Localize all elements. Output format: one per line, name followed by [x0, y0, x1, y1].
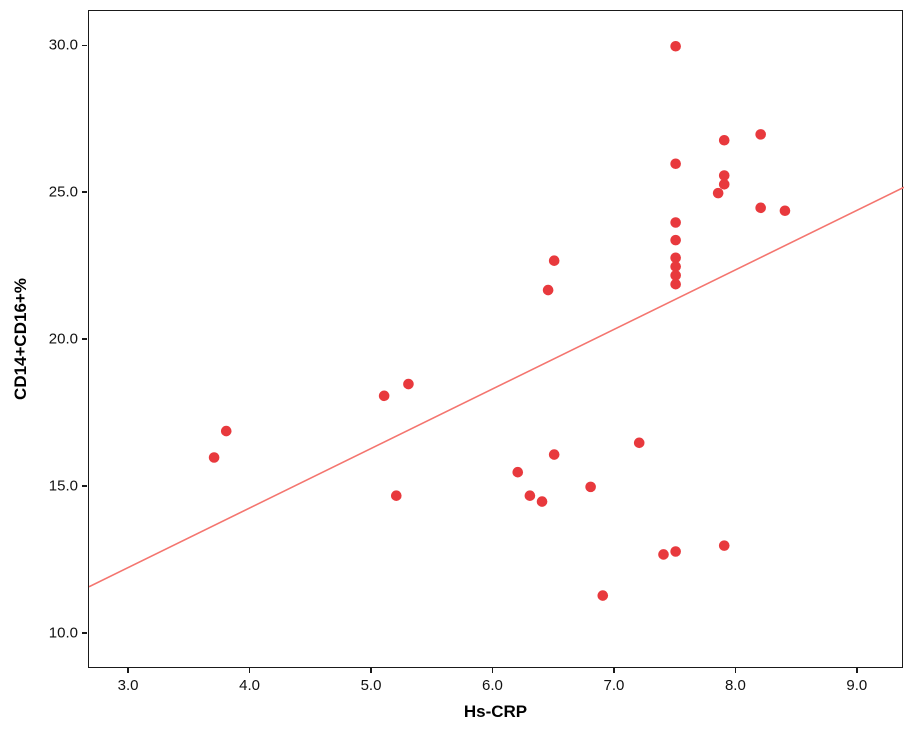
data-point [390, 490, 402, 501]
data-point [670, 40, 681, 52]
data-point [378, 390, 390, 402]
y-tick-mark [82, 191, 87, 193]
x-tick-label: 5.0 [360, 677, 382, 694]
x-axis-title: Hs-CRP [463, 702, 528, 721]
data-point [670, 217, 681, 228]
y-tick-mark [82, 338, 87, 340]
data-point [208, 452, 220, 463]
data-point [670, 234, 681, 246]
x-tick-mark [370, 668, 372, 673]
data-point [585, 481, 596, 493]
x-tick-mark [491, 668, 494, 673]
data-point [670, 261, 681, 272]
data-point [718, 170, 730, 181]
x-tick-label: 4.0 [239, 677, 260, 694]
y-tick-mark [82, 632, 87, 634]
fit-line [89, 186, 904, 588]
y-tick-mark [82, 44, 87, 46]
data-point [755, 129, 766, 140]
x-tick-label: 9.0 [846, 677, 868, 694]
data-point [670, 546, 681, 557]
x-tick-mark [248, 668, 251, 673]
y-tick-label: 10.0 [48, 624, 78, 642]
data-point [403, 378, 414, 390]
y-tick-mark [82, 485, 87, 487]
plot-svg [89, 40, 904, 601]
data-point [548, 255, 560, 266]
x-tick-mark [734, 668, 737, 673]
x-tick-mark [613, 668, 615, 673]
x-tick-mark [856, 668, 858, 673]
data-point [220, 425, 232, 437]
y-tick-label: 15.0 [48, 477, 78, 495]
data-point [548, 449, 560, 460]
data-point [718, 540, 730, 551]
data-point [755, 202, 766, 214]
data-point [633, 437, 645, 449]
x-tick-label: 7.0 [603, 677, 625, 694]
data-point [670, 252, 681, 264]
x-tick-label: 3.0 [117, 677, 139, 694]
data-point [536, 496, 548, 507]
plot-area [88, 10, 904, 668]
data-point [718, 179, 730, 190]
data-point [670, 158, 681, 170]
data-point [712, 187, 724, 199]
x-tick-mark [127, 668, 129, 673]
data-point [670, 278, 681, 290]
y-tick-label: 20.0 [48, 330, 78, 348]
data-point [524, 490, 536, 501]
x-tick-label: 6.0 [482, 677, 503, 694]
y-tick-label: 25.0 [48, 183, 78, 201]
data-point [597, 590, 609, 601]
y-axis-title: CD14+CD16+% [11, 278, 30, 400]
data-point [542, 284, 554, 296]
data-point [779, 205, 791, 217]
data-point [512, 466, 524, 478]
x-tick-label: 8.0 [724, 677, 746, 694]
y-tick-label: 30.0 [48, 36, 78, 54]
data-point [670, 270, 681, 281]
data-point [658, 549, 669, 560]
data-point [718, 134, 730, 146]
